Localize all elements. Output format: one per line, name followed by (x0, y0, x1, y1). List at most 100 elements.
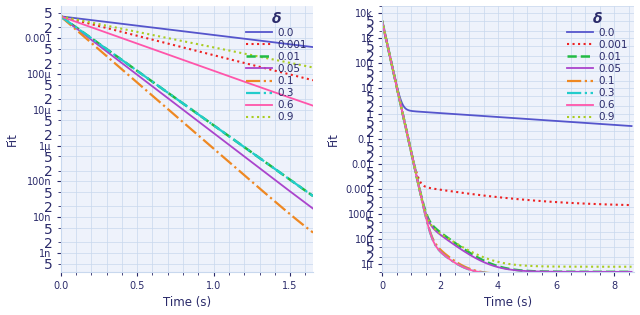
Line: 0.6: 0.6 (382, 21, 632, 274)
Y-axis label: Fit: Fit (327, 132, 340, 146)
0.05 (303, 202, 311, 206)
0.01 (513, 268, 521, 272)
0.01 (57, 14, 65, 18)
0.6 (378, 19, 386, 23)
Line: 0.9: 0.9 (382, 21, 632, 267)
0.3 (582, 272, 590, 276)
0.01 (264, 162, 271, 166)
0.01 (497, 265, 504, 269)
0.1 (303, 226, 311, 230)
0.9 (497, 261, 504, 264)
0.6 (57, 14, 65, 18)
0.0 (378, 19, 386, 23)
0.1 (527, 272, 534, 276)
0.1 (378, 19, 386, 23)
0.6 (264, 88, 271, 92)
0.3 (621, 272, 629, 276)
0.01 (207, 122, 214, 125)
0.05 (582, 270, 590, 274)
0.05 (628, 270, 636, 274)
Line: 0.9: 0.9 (61, 16, 313, 67)
0.05 (527, 269, 534, 273)
0.9 (309, 66, 317, 69)
0.001 (498, 196, 506, 199)
0.3 (497, 272, 504, 276)
0.001 (303, 77, 311, 81)
0.6 (498, 272, 506, 276)
Y-axis label: Fit: Fit (6, 132, 19, 146)
0.9 (264, 56, 271, 60)
0.001 (177, 45, 184, 49)
0.01 (621, 270, 629, 274)
Line: 0.05: 0.05 (382, 21, 632, 272)
Legend: 0.0, 0.001, 0.01, 0.05, 0.1, 0.3, 0.6, 0.9: 0.0, 0.001, 0.01, 0.05, 0.1, 0.3, 0.6, 0… (563, 8, 632, 127)
0.6 (178, 58, 186, 61)
0.0 (264, 40, 271, 43)
0.01 (498, 266, 506, 269)
0.3 (628, 272, 636, 276)
0.0 (303, 44, 311, 48)
Line: 0.1: 0.1 (61, 16, 313, 232)
0.3 (177, 100, 184, 104)
Line: 0.05: 0.05 (61, 16, 313, 209)
0.1 (57, 14, 65, 18)
0.001 (527, 198, 534, 202)
0.001 (309, 78, 317, 82)
0.1 (498, 272, 506, 276)
0.0 (498, 115, 506, 119)
0.6 (193, 63, 201, 67)
0.6 (621, 272, 629, 276)
0.0 (177, 29, 184, 33)
0.001 (178, 45, 186, 49)
Line: 0.3: 0.3 (382, 21, 632, 274)
0.01 (178, 101, 186, 105)
0.9 (513, 263, 521, 267)
0.01 (582, 270, 590, 274)
Line: 0.6: 0.6 (61, 16, 313, 106)
0.001 (264, 67, 271, 71)
0.0 (207, 33, 214, 37)
0.6 (177, 57, 184, 61)
0.3 (207, 122, 214, 125)
0.05 (264, 172, 271, 176)
0.6 (303, 102, 311, 106)
0.001 (57, 14, 65, 18)
0.9 (303, 64, 311, 68)
0.1 (513, 272, 521, 276)
X-axis label: Time (s): Time (s) (484, 296, 532, 309)
0.1 (178, 119, 186, 123)
Line: 0.001: 0.001 (61, 16, 313, 80)
0.3 (303, 190, 311, 194)
0.01 (628, 270, 636, 274)
0.1 (621, 272, 629, 276)
Line: 0.01: 0.01 (61, 16, 313, 196)
0.9 (628, 265, 636, 269)
0.0 (628, 124, 636, 128)
0.001 (513, 197, 521, 201)
0.001 (582, 202, 590, 206)
Line: 0.3: 0.3 (61, 16, 313, 196)
0.3 (193, 112, 201, 116)
0.001 (628, 203, 636, 207)
0.001 (193, 49, 201, 53)
0.9 (498, 261, 506, 265)
0.1 (309, 231, 317, 234)
0.3 (309, 194, 317, 198)
0.001 (207, 53, 214, 56)
0.0 (582, 121, 590, 125)
0.1 (582, 272, 590, 276)
0.05 (177, 106, 184, 110)
0.1 (264, 193, 271, 197)
Legend: 0.0, 0.001, 0.01, 0.05, 0.1, 0.3, 0.6, 0.9: 0.0, 0.001, 0.01, 0.05, 0.1, 0.3, 0.6, 0… (242, 8, 311, 127)
0.9 (57, 14, 65, 18)
0.6 (309, 104, 317, 107)
0.05 (497, 266, 504, 270)
0.1 (497, 272, 504, 276)
0.6 (628, 272, 636, 276)
0.001 (621, 203, 629, 207)
0.3 (378, 19, 386, 23)
0.01 (309, 194, 317, 198)
0.3 (527, 272, 534, 276)
Line: 0.01: 0.01 (382, 21, 632, 272)
0.0 (193, 31, 201, 35)
